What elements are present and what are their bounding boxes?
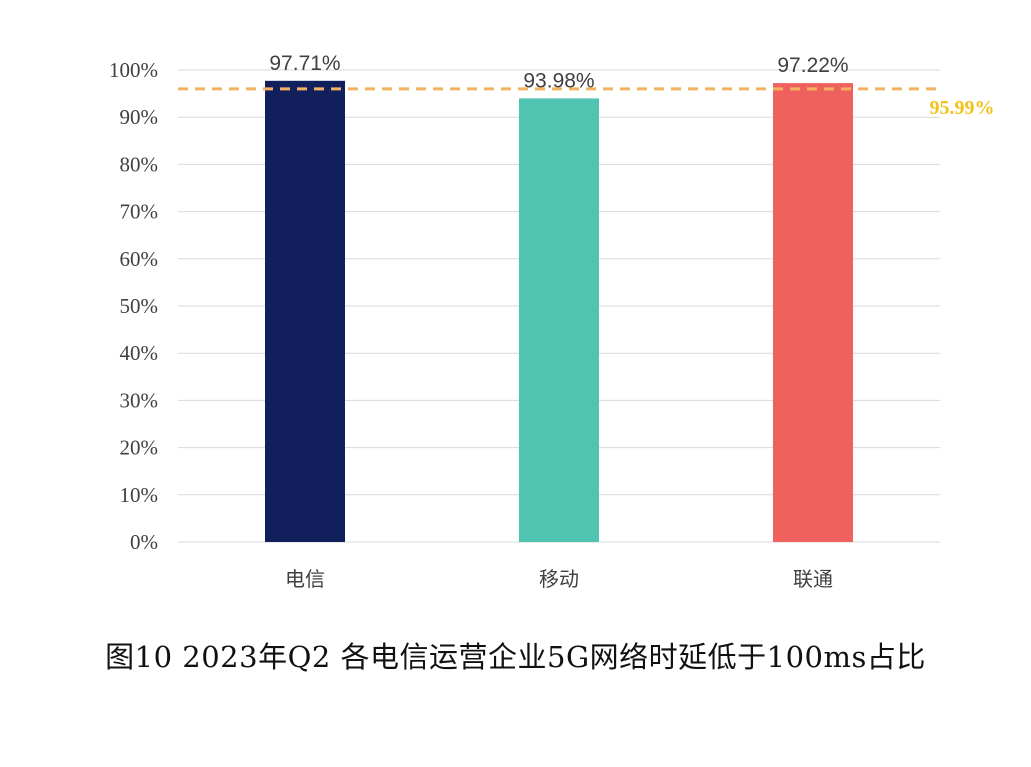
data-label: 97.22% xyxy=(777,54,848,77)
y-tick-label: 20% xyxy=(120,436,159,460)
y-tick-label: 50% xyxy=(120,294,159,318)
y-tick-label: 70% xyxy=(120,200,159,224)
figure-caption: 图10 2023年Q2 各电信运营企业5G网络时延低于100ms占比 xyxy=(105,640,926,674)
category-label: 移动 xyxy=(539,567,579,591)
bar xyxy=(519,98,599,542)
y-tick-label: 100% xyxy=(109,58,158,82)
bar xyxy=(265,80,345,542)
chart-container: 0% 10% 20% 30% 40% 50% 60% 70% 80% 90% 100% 97.71% 电… xyxy=(109,52,995,591)
y-tick-label: 0% xyxy=(130,530,158,554)
y-tick-label: 30% xyxy=(120,388,159,412)
data-label: 93.98% xyxy=(523,69,594,92)
y-tick-label: 90% xyxy=(120,105,159,129)
y-tick-label: 60% xyxy=(120,247,159,271)
reference-line-label: 95.99% xyxy=(930,97,995,119)
data-label: 97.71% xyxy=(269,52,340,75)
category-label: 联通 xyxy=(793,567,833,591)
y-tick-label: 10% xyxy=(120,483,159,507)
bar xyxy=(773,83,853,543)
bar-chart: 0% 10% 20% 30% 40% 50% 60% 70% 80% 90% 100% 97.71% 电… xyxy=(109,52,995,591)
y-tick-label: 40% xyxy=(120,341,159,365)
category-label: 电信 xyxy=(285,567,325,591)
y-tick-label: 80% xyxy=(120,152,159,176)
